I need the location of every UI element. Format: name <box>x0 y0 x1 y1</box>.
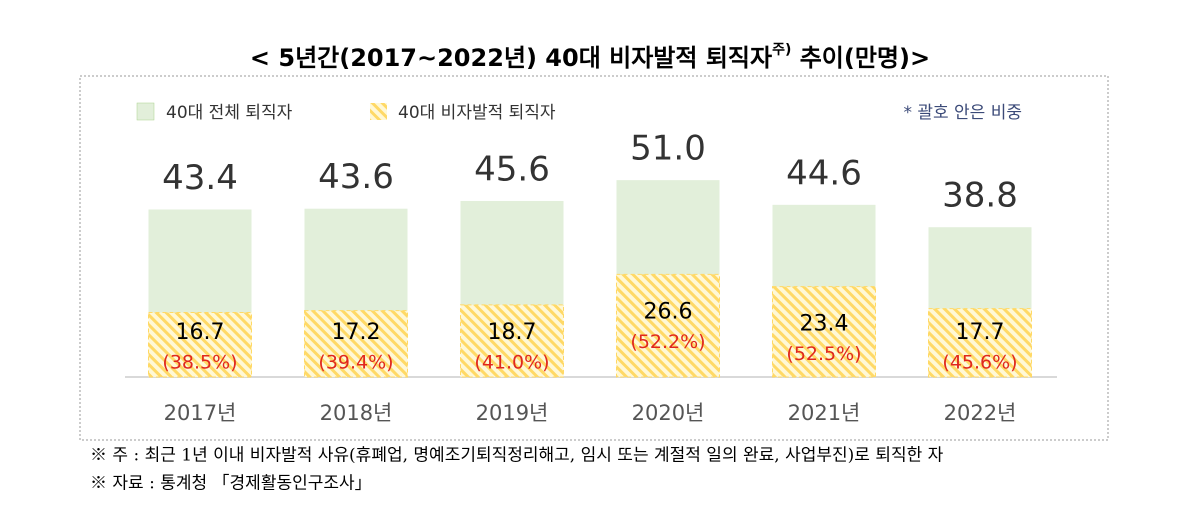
value-label: 43.6 <box>318 157 394 197</box>
value-label: 51.0 <box>630 129 706 169</box>
title-end: 추이(만명)> <box>791 44 930 72</box>
note: * 괄호 안은 비중 <box>903 103 1022 123</box>
x-tick-label: 2018년 <box>320 401 393 425</box>
share-label: (39.4%) <box>318 352 393 374</box>
bar-involuntary <box>148 312 252 378</box>
bar-involuntary <box>928 308 1032 378</box>
legend-swatch <box>370 103 387 120</box>
share-label: (41.0%) <box>474 352 549 374</box>
footnote: ※ 자료 : 통계청 「경제활동인구조사」 <box>90 474 372 494</box>
bar-involuntary <box>616 273 720 378</box>
share-label: (38.5%) <box>162 352 237 374</box>
x-tick-label: 2017년 <box>164 401 237 425</box>
bar-involuntary <box>772 286 876 378</box>
value-label: 16.7 <box>176 320 225 345</box>
value-label: 17.2 <box>332 320 381 345</box>
share-label: (45.6%) <box>942 352 1017 374</box>
value-label: 38.8 <box>942 176 1018 216</box>
value-label: 43.4 <box>162 158 238 198</box>
chart-frame <box>79 75 1109 441</box>
x-tick-label: 2021년 <box>788 401 861 425</box>
share-label: (52.5%) <box>786 343 861 365</box>
value-label: 17.7 <box>956 320 1005 345</box>
title-sup: 주) <box>772 42 791 58</box>
value-label: 45.6 <box>474 149 550 189</box>
value-label: 26.6 <box>644 299 693 324</box>
footnote: ※ 주 : 최근 1년 이내 비자발적 사유(휴폐업, 명예조기퇴직정리해고, … <box>90 446 944 466</box>
value-label: 23.4 <box>800 312 849 337</box>
bar-involuntary <box>304 310 408 378</box>
bar-involuntary <box>460 304 564 378</box>
legend-label: 40대 비자발적 퇴직자 <box>398 103 556 123</box>
x-tick-label: 2019년 <box>476 401 549 425</box>
title-main: < 5년간(2017~2022년) 40대 비자발적 퇴직자 <box>250 44 772 72</box>
x-tick-label: 2020년 <box>632 401 705 425</box>
legend-label: 40대 전체 퇴직자 <box>166 103 293 123</box>
x-tick-label: 2022년 <box>944 401 1017 425</box>
value-label: 44.6 <box>786 153 862 193</box>
legend-swatch <box>136 102 155 121</box>
value-label: 18.7 <box>488 320 537 345</box>
chart-title: < 5년간(2017~2022년) 40대 비자발적 퇴직자주) 추이(만명)> <box>250 42 930 72</box>
share-label: (52.2%) <box>630 331 705 353</box>
